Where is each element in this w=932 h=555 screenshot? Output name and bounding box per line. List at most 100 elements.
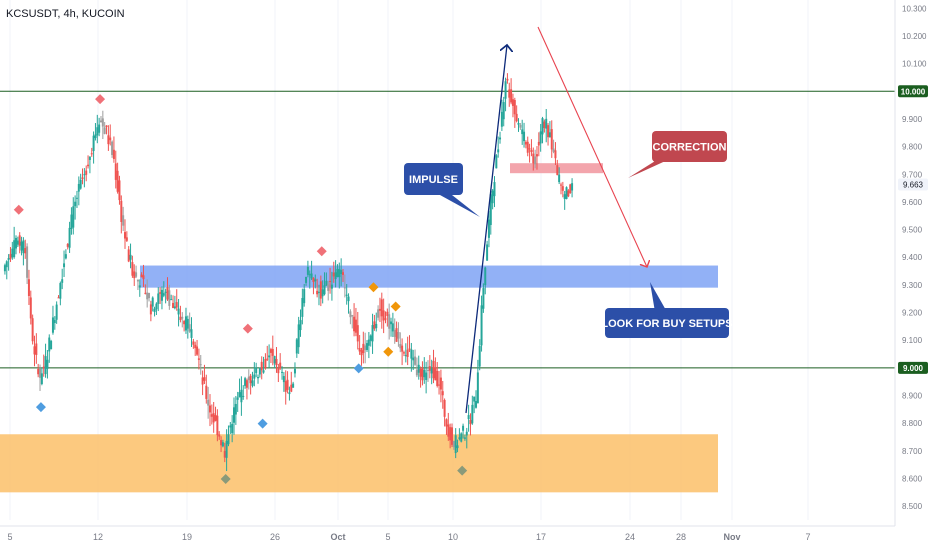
candle-body: [441, 391, 444, 396]
candle-body: [340, 270, 343, 275]
candle-body: [401, 345, 404, 352]
candle-body: [269, 349, 272, 353]
candle-body: [535, 154, 538, 157]
candle-body: [475, 400, 478, 408]
candle-body: [70, 214, 73, 229]
signal-marker-grey: [457, 465, 468, 476]
candle-body: [426, 370, 429, 372]
impulse-label-box: [404, 163, 463, 195]
signal-marker-red: [13, 204, 24, 215]
candle-body: [186, 318, 189, 329]
candle-body: [85, 170, 88, 175]
candle-body: [197, 358, 200, 360]
signal-marker-orange: [390, 301, 401, 312]
candle-body: [303, 289, 306, 304]
candle-body: [504, 81, 507, 99]
candle-body: [489, 194, 492, 225]
candle-body: [508, 89, 511, 98]
candle-body: [292, 383, 295, 388]
candle-body: [467, 415, 470, 420]
candle-body: [526, 141, 529, 153]
time-tick-label: 10: [448, 532, 458, 542]
candle-body: [31, 318, 34, 342]
candle-body: [173, 306, 176, 309]
candle-body: [148, 292, 151, 299]
candle-body: [458, 437, 461, 439]
buy-setups-label-text: LOOK FOR BUY SETUPS: [601, 318, 732, 330]
candle-body: [199, 364, 202, 366]
candle-body: [29, 297, 32, 319]
signal-marker-grey: [220, 473, 231, 484]
candle-body: [450, 427, 453, 445]
price-tick-label: 9.900: [902, 115, 923, 124]
candle-body: [325, 280, 328, 286]
candle-body: [201, 377, 204, 385]
candle-body: [506, 78, 509, 81]
candle-body: [330, 284, 333, 289]
candle-body: [72, 206, 75, 228]
candle-body: [157, 293, 160, 304]
candle-body: [99, 120, 102, 123]
candle-body: [271, 348, 274, 356]
candle-body: [220, 440, 223, 446]
candle-body: [382, 310, 385, 321]
candle-body: [554, 150, 557, 159]
candle-body: [74, 201, 77, 207]
candle-body: [203, 377, 206, 381]
candle-body: [556, 165, 559, 176]
candle-body: [308, 274, 311, 276]
candle-body: [227, 434, 230, 445]
price-tick-label: 8.700: [902, 447, 923, 456]
candle-body: [166, 287, 169, 300]
candle-body: [249, 375, 252, 384]
candle-body: [500, 111, 503, 127]
candle-body: [460, 433, 463, 442]
candle-body: [373, 321, 376, 329]
candle-body: [561, 186, 564, 191]
candle-body: [98, 124, 101, 133]
candle-body: [140, 274, 143, 278]
candle-body: [528, 148, 531, 150]
candle-body: [369, 335, 372, 341]
candle-body: [567, 190, 570, 197]
candle-body: [273, 356, 276, 364]
candle-body: [415, 369, 418, 376]
candle-body: [245, 380, 248, 388]
candle-body: [234, 403, 237, 415]
candle-body: [539, 131, 542, 144]
candle-body: [421, 367, 424, 381]
candle-body: [107, 135, 110, 145]
candle-body: [142, 275, 145, 280]
candle-body: [15, 237, 18, 249]
candle-body: [183, 321, 186, 325]
candle-body: [511, 99, 514, 106]
candle-body: [216, 415, 219, 436]
candle-body: [257, 376, 260, 379]
candle-body: [297, 324, 300, 348]
candle-body: [378, 308, 381, 311]
candle-body: [543, 121, 546, 129]
candle-body: [329, 280, 332, 282]
candle-body: [188, 324, 191, 332]
candle-body: [210, 414, 213, 417]
candle-body: [266, 358, 269, 360]
candle-body: [550, 129, 553, 150]
candle-body: [90, 153, 93, 155]
price-tick-label: 10.100: [902, 60, 927, 69]
candle-body: [432, 360, 435, 379]
candle-body: [513, 100, 516, 115]
candle-body: [59, 283, 62, 299]
candle-body: [264, 359, 267, 369]
candle-body: [231, 423, 234, 434]
candle-body: [565, 187, 568, 199]
candle-body: [366, 343, 369, 351]
candle-body: [238, 392, 241, 398]
candle-body: [284, 381, 287, 392]
candle-body: [438, 384, 441, 386]
candle-body: [9, 253, 12, 259]
candle-body: [275, 358, 278, 365]
candle-body: [268, 355, 271, 358]
candle-body: [214, 414, 217, 421]
